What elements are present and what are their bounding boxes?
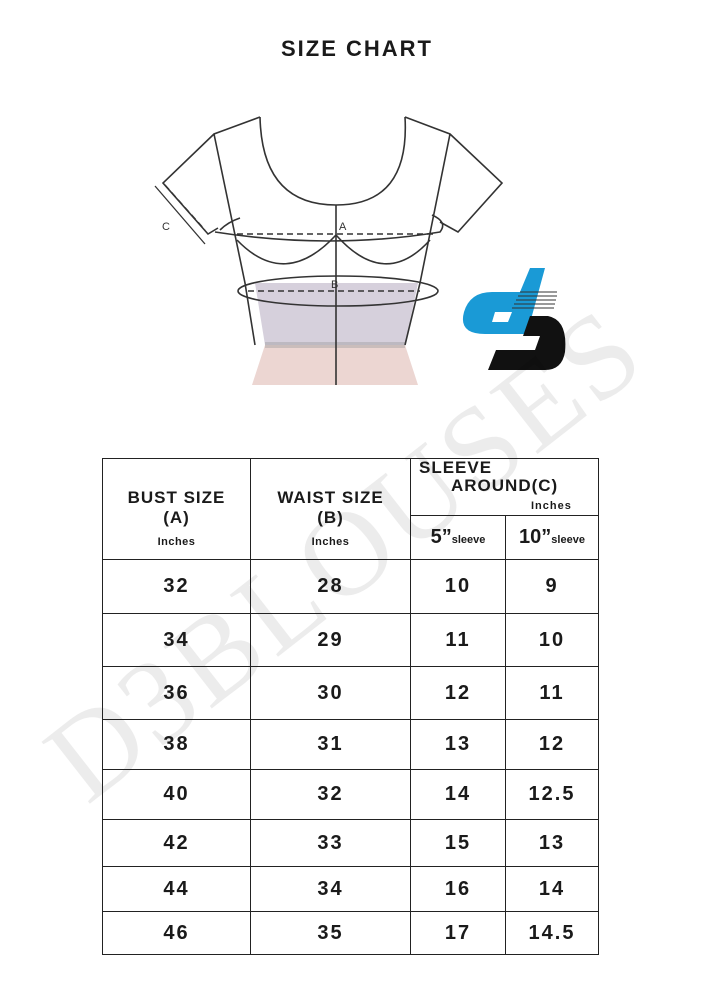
cell-bust: 32 <box>102 559 251 614</box>
cell-sleeve-10: 10 <box>504 613 600 667</box>
cell-waist: 32 <box>250 769 411 820</box>
cell-sleeve-10: 13 <box>504 819 600 867</box>
table-row: 46 35 17 14.5 <box>102 911 600 955</box>
table-row: 40 32 14 12.5 <box>102 769 600 820</box>
cell-sleeve-10: 11 <box>504 666 600 720</box>
page-title: SIZE CHART <box>281 36 433 61</box>
cell-sleeve-10: 12.5 <box>504 769 600 820</box>
cell-waist: 34 <box>250 866 411 912</box>
table-row: 38 31 13 12 <box>102 719 600 770</box>
cell-waist: 31 <box>250 719 411 770</box>
cell-bust: 34 <box>102 613 251 667</box>
cell-sleeve-5: 12 <box>410 666 506 720</box>
cell-bust: 36 <box>102 666 251 720</box>
label-b: B <box>331 279 338 291</box>
cell-sleeve-10: 12 <box>504 719 600 770</box>
label-c: C <box>162 221 170 233</box>
header-sleeve-10: 10”sleeve <box>504 515 600 560</box>
header-waist: WAIST SIZE (B) Inches <box>250 458 411 560</box>
cell-sleeve-5: 17 <box>410 911 506 955</box>
label-a: A <box>339 221 347 233</box>
cell-waist: 35 <box>250 911 411 955</box>
cell-sleeve-5: 13 <box>410 719 506 770</box>
skirt-shading <box>252 345 418 385</box>
cell-sleeve-10: 9 <box>504 559 600 614</box>
cell-bust: 42 <box>102 819 251 867</box>
blouse-diagram: A B C <box>154 116 566 385</box>
cell-sleeve-5: 10 <box>410 559 506 614</box>
table-row: 34 29 11 10 <box>102 613 600 667</box>
cell-bust: 46 <box>102 911 251 955</box>
cell-waist: 29 <box>250 613 411 667</box>
cell-waist: 30 <box>250 666 411 720</box>
cell-sleeve-5: 11 <box>410 613 506 667</box>
cell-bust: 40 <box>102 769 251 820</box>
header-bust: BUST SIZE (A) Inches <box>102 458 251 560</box>
header-sleeve: SLEEVE AROUND(C) Inches <box>409 458 600 516</box>
cell-sleeve-10: 14.5 <box>504 911 600 955</box>
header-sleeve-5: 5”sleeve <box>410 515 506 560</box>
cell-sleeve-5: 16 <box>410 866 506 912</box>
table-row: 42 33 15 13 <box>102 819 600 867</box>
table-row: 44 34 16 14 <box>102 866 600 912</box>
table-row: 36 30 12 11 <box>102 666 600 720</box>
cell-sleeve-10: 14 <box>504 866 600 912</box>
cell-waist: 28 <box>250 559 411 614</box>
table-row: 32 28 10 9 <box>102 559 600 614</box>
cell-bust: 38 <box>102 719 251 770</box>
cell-waist: 33 <box>250 819 411 867</box>
size-table: BUST SIZE (A) Inches WAIST SIZE (B) Inches… <box>102 458 600 955</box>
cell-bust: 44 <box>102 866 251 912</box>
cell-sleeve-5: 14 <box>410 769 506 820</box>
cell-sleeve-5: 15 <box>410 819 506 867</box>
brand-logo <box>462 268 566 370</box>
